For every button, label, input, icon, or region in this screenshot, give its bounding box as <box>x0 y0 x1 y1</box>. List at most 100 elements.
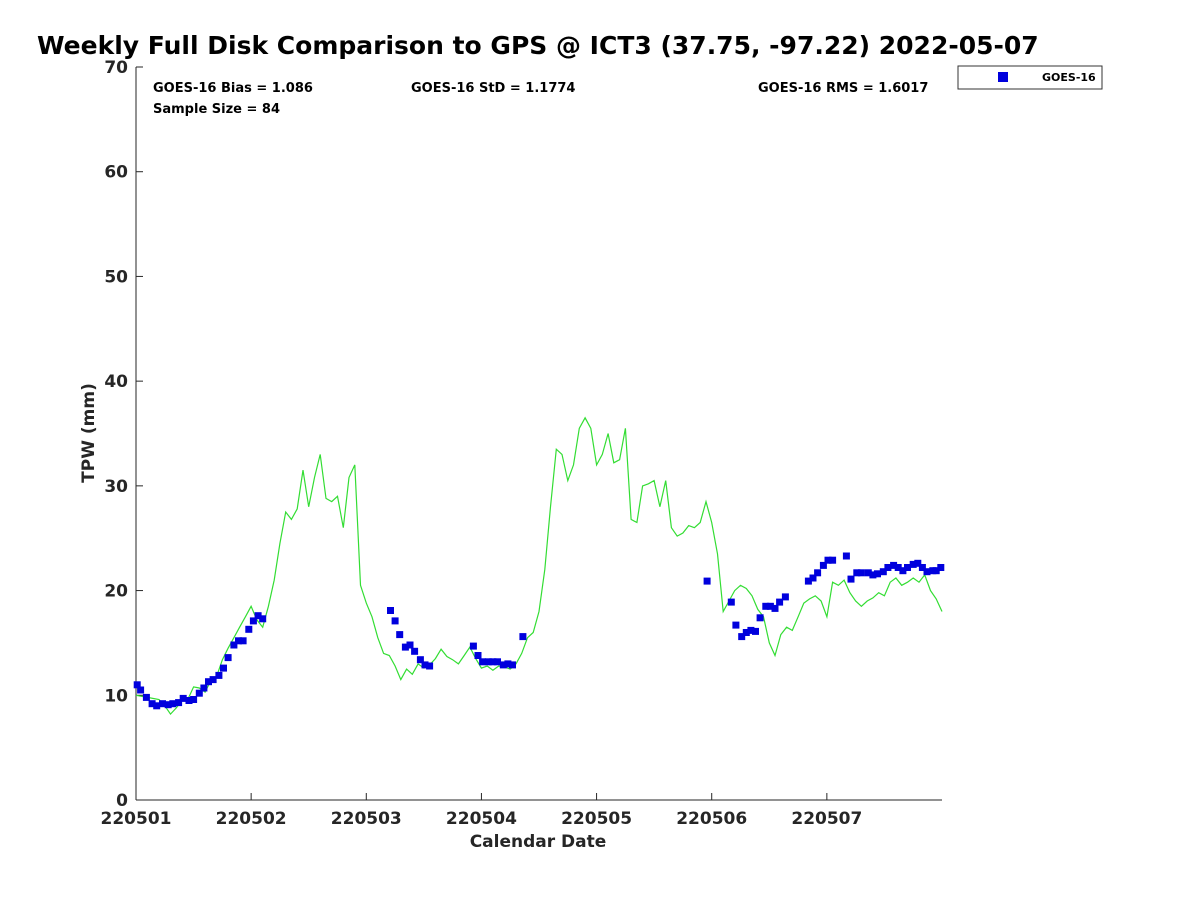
data-point <box>235 637 242 645</box>
data-point <box>918 564 926 571</box>
data-point <box>923 568 931 576</box>
data-point <box>509 661 516 669</box>
data-point <box>401 643 409 651</box>
data-point <box>421 661 429 669</box>
data-point <box>142 693 150 701</box>
data-point <box>499 661 507 669</box>
data-point <box>937 564 945 571</box>
data-point <box>190 696 198 703</box>
data-point <box>727 598 735 606</box>
y-axis-label: TPW (mm) <box>79 383 99 483</box>
bias-stat: GOES-16 Bias = 1.086 <box>153 81 313 96</box>
x-tick-label: 220505 <box>561 809 632 829</box>
y-tick-label: 20 <box>104 582 128 602</box>
data-point <box>159 700 166 708</box>
data-point <box>230 641 238 649</box>
data-point <box>766 602 774 610</box>
data-point <box>904 564 911 571</box>
data-point <box>874 570 881 578</box>
data-point <box>494 658 501 666</box>
data-point <box>738 633 746 641</box>
data-point <box>899 567 907 575</box>
data-point <box>853 569 861 577</box>
data-point <box>771 604 779 612</box>
data-point <box>259 615 267 623</box>
data-point <box>249 617 257 625</box>
data-point <box>829 556 837 564</box>
data-point <box>209 676 217 684</box>
data-point <box>703 577 711 585</box>
data-point <box>169 700 177 708</box>
y-ticks: 0 10 20 30 40 50 60 70 <box>104 58 143 811</box>
y-tick-label: 40 <box>104 372 128 392</box>
data-point <box>387 607 394 614</box>
data-point <box>869 571 877 579</box>
data-point <box>909 560 917 568</box>
y-tick-label: 10 <box>104 686 128 706</box>
data-point <box>894 564 902 571</box>
data-point <box>164 701 172 709</box>
y-tick-label: 70 <box>104 58 128 78</box>
data-point <box>137 686 145 694</box>
data-point <box>842 552 850 560</box>
data-point <box>847 575 855 583</box>
data-point <box>239 637 247 645</box>
data-point <box>864 569 872 577</box>
rms-stat: GOES-16 RMS = 1.6017 <box>758 81 928 96</box>
y-tick-label: 0 <box>116 791 128 811</box>
data-point <box>179 694 187 702</box>
data-point <box>932 567 940 575</box>
data-point <box>879 568 887 576</box>
data-point <box>205 678 212 686</box>
data-point <box>200 684 208 692</box>
x-tick-label: 220501 <box>101 809 172 829</box>
data-point <box>519 633 527 641</box>
x-tick-label: 220504 <box>446 809 517 829</box>
data-point <box>804 577 812 585</box>
data-point <box>224 654 232 662</box>
y-tick-label: 50 <box>104 267 128 287</box>
data-point <box>762 602 770 610</box>
legend-box <box>957 65 1103 90</box>
data-point <box>890 561 898 569</box>
data-point <box>914 559 922 567</box>
legend-marker <box>998 72 1008 82</box>
chart-title: Weekly Full Disk Comparison to GPS @ ICT… <box>37 31 1039 60</box>
data-point <box>809 574 817 582</box>
x-tick-label: 220507 <box>791 809 862 829</box>
data-point <box>756 614 764 622</box>
data-point <box>391 617 399 625</box>
y-tick-label: 30 <box>104 477 128 497</box>
data-point <box>416 656 424 664</box>
x-axis-label: Calendar Date <box>470 832 607 852</box>
std-stat: GOES-16 StD = 1.1774 <box>411 81 575 96</box>
data-point <box>479 658 487 666</box>
data-point <box>489 658 497 666</box>
data-point <box>426 662 434 670</box>
x-ticks: 220501 220502 220503 220504 220505 220506 2205… <box>101 793 862 829</box>
data-point <box>504 660 512 668</box>
data-point <box>824 556 832 564</box>
data-point <box>884 564 892 571</box>
data-point <box>148 700 156 708</box>
legend: GOES-16 <box>957 65 1103 90</box>
x-tick-label: 220506 <box>676 809 747 829</box>
data-point <box>732 621 740 629</box>
data-point <box>469 642 477 650</box>
data-point <box>814 569 822 577</box>
data-point <box>406 641 414 649</box>
plot-area <box>133 416 945 716</box>
data-point <box>220 664 227 672</box>
data-point <box>857 569 865 577</box>
data-point <box>742 629 750 636</box>
data-point <box>752 627 759 635</box>
y-tick-label: 60 <box>104 163 128 183</box>
data-point <box>153 702 161 710</box>
x-tick-label: 220502 <box>216 809 287 829</box>
data-point <box>411 647 419 655</box>
sample-size-stat: Sample Size = 84 <box>153 102 280 117</box>
data-point <box>185 697 193 704</box>
data-point <box>215 671 223 679</box>
